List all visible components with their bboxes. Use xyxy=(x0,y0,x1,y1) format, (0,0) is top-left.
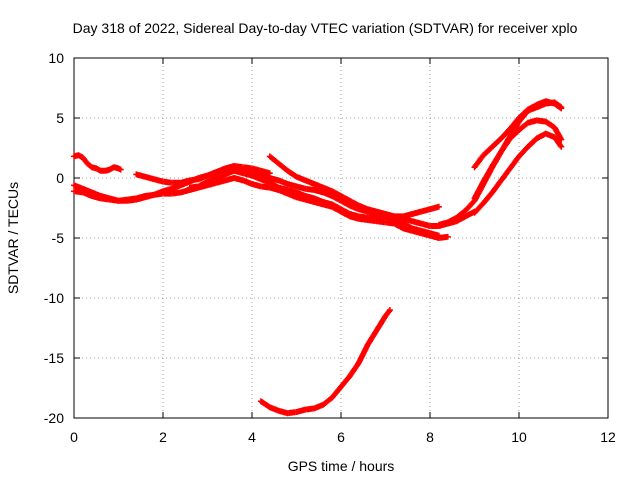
series-arc-1 xyxy=(71,152,124,174)
y-tick-label: -5 xyxy=(52,230,65,246)
series-markers xyxy=(508,116,522,131)
series-markers xyxy=(107,164,116,172)
series-markers xyxy=(499,126,513,141)
chart-title: Day 318 of 2022, Sidereal Day-to-day VTE… xyxy=(73,20,578,36)
series-markers xyxy=(490,149,504,168)
series-arc-3 xyxy=(71,175,451,241)
x-axis-label: GPS time / hours xyxy=(288,458,395,474)
axis-ticks: 0 2 4 6 8 10 12 -20 -15 -10 -5 0 5 10 xyxy=(44,50,616,445)
x-tick-label: 8 xyxy=(426,429,434,445)
series-markers xyxy=(365,328,379,347)
y-tick-label: -10 xyxy=(44,290,64,306)
series-markers xyxy=(508,127,521,141)
series-arc-6 xyxy=(266,153,478,229)
y-tick-label: 10 xyxy=(48,50,64,66)
series-markers xyxy=(552,101,564,111)
data-series xyxy=(71,98,565,417)
series-markers xyxy=(552,135,564,149)
series-markers xyxy=(472,201,486,215)
series-markers xyxy=(481,190,495,206)
data-point xyxy=(386,307,393,313)
series-markers xyxy=(525,136,539,149)
data-point xyxy=(558,143,565,150)
series-markers xyxy=(508,154,522,171)
x-tick-label: 2 xyxy=(159,429,167,445)
series-markers xyxy=(472,179,486,201)
x-tick-label: 4 xyxy=(248,429,256,445)
series-markers xyxy=(517,120,530,133)
x-tick-label: 10 xyxy=(511,429,527,445)
data-point xyxy=(435,203,442,210)
series-arc-11 xyxy=(257,307,393,417)
series-markers xyxy=(481,164,495,184)
series-arc-8 xyxy=(471,98,565,171)
series-markers xyxy=(321,395,334,407)
series-markers xyxy=(499,166,513,183)
x-tick-label: 6 xyxy=(337,429,345,445)
series-arc-9 xyxy=(471,117,565,202)
series-markers xyxy=(347,361,361,378)
x-tick-label: 0 xyxy=(70,429,78,445)
series-markers xyxy=(356,343,371,365)
series-markers xyxy=(517,144,530,159)
x-tick-label: 12 xyxy=(600,429,616,445)
data-point xyxy=(117,166,124,173)
series-markers xyxy=(481,144,495,158)
series-markers xyxy=(499,136,513,154)
y-axis-label: SDTVAR / TECUs xyxy=(5,182,21,294)
series-markers xyxy=(338,374,352,389)
series-markers xyxy=(463,198,477,213)
series-markers xyxy=(490,178,504,195)
data-point xyxy=(558,105,565,112)
data-point xyxy=(444,233,451,240)
series-markers xyxy=(454,208,468,220)
series-markers xyxy=(80,155,90,166)
series-arc-10 xyxy=(471,130,565,216)
series-markers xyxy=(76,152,85,160)
series-markers xyxy=(517,107,530,121)
series-markers xyxy=(267,154,281,166)
series-arc-5 xyxy=(186,166,442,220)
series-markers xyxy=(285,168,299,179)
series-markers xyxy=(276,161,290,173)
y-tick-label: -20 xyxy=(44,410,64,426)
y-tick-label: -15 xyxy=(44,350,64,366)
grid xyxy=(74,58,608,418)
series-markers xyxy=(374,314,388,333)
series-markers xyxy=(490,136,504,149)
series-markers xyxy=(85,161,94,170)
series-markers xyxy=(383,308,393,318)
y-tick-label: 5 xyxy=(56,110,64,126)
series-markers xyxy=(330,384,344,400)
series-markers xyxy=(472,153,486,169)
series-markers xyxy=(94,166,103,174)
y-tick-label: 0 xyxy=(56,170,64,186)
